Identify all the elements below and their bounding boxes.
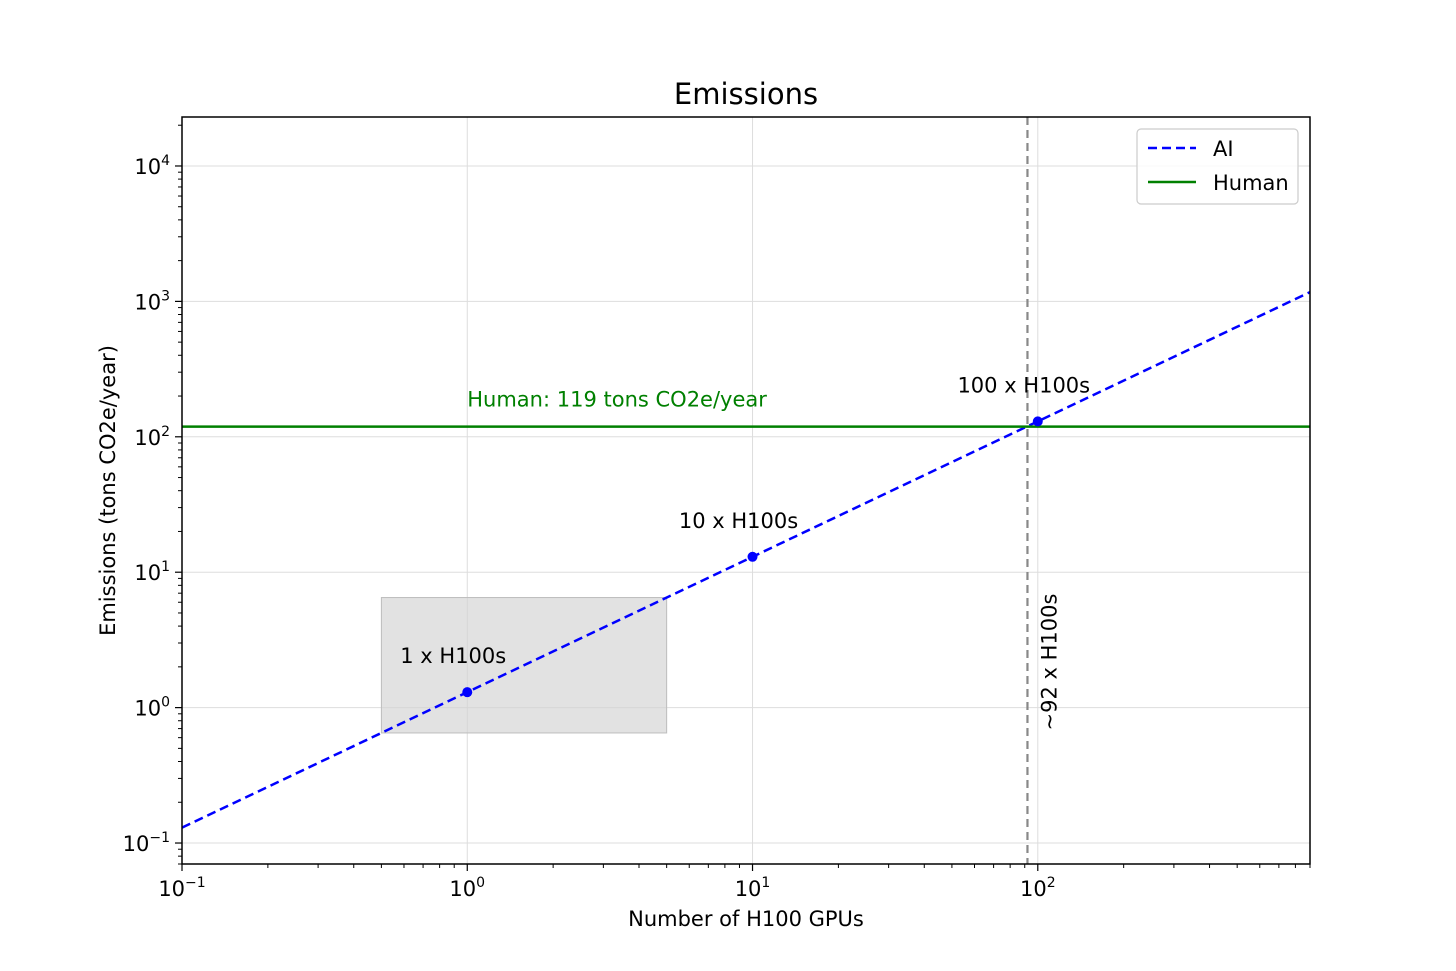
- plot-frame: [181, 116, 1311, 865]
- y-axis-label: Emissions (tons CO2e/year): [96, 345, 120, 636]
- y-tick-label: 100: [134, 695, 170, 721]
- y-tick-label: 101: [134, 559, 170, 585]
- data-point: [747, 551, 758, 562]
- point-label: 1 x H100s: [400, 644, 506, 668]
- ticks-layer: 10−1 100 101 102 10−1 100 101 102 103 104: [123, 124, 1311, 901]
- x-tick-label: 101: [735, 875, 771, 901]
- labels-layer: 1 x H100s 10 x H100s 100 x H100s Human: 119…: [400, 373, 1090, 730]
- vline-label: ~92 x H100s: [1037, 594, 1061, 731]
- x-tick-label: 10−1: [158, 875, 205, 901]
- grid-lines: [181, 117, 1310, 864]
- series-line-ai: [181, 291, 1311, 829]
- chart-title: Emissions: [674, 77, 818, 111]
- x-tick-label: 102: [1020, 875, 1056, 901]
- point-label: 10 x H100s: [679, 509, 798, 533]
- y-tick-label: 10−1: [123, 830, 170, 856]
- point-label: 100 x H100s: [957, 373, 1090, 397]
- y-tick-label: 103: [134, 288, 170, 314]
- x-axis-label: Number of H100 GPUs: [628, 907, 864, 931]
- data-point: [1032, 416, 1043, 427]
- data-point: [462, 687, 473, 698]
- y-tick-label: 102: [134, 424, 170, 450]
- legend: AI Human: [1136, 128, 1299, 205]
- series-layer: [181, 117, 1311, 864]
- y-tick-label: 104: [134, 153, 170, 179]
- human-line-label: Human: 119 tons CO2e/year: [467, 388, 767, 412]
- x-tick-label: 100: [449, 875, 485, 901]
- legend-label-human: Human: [1213, 171, 1289, 195]
- legend-label-ai: AI: [1213, 137, 1234, 161]
